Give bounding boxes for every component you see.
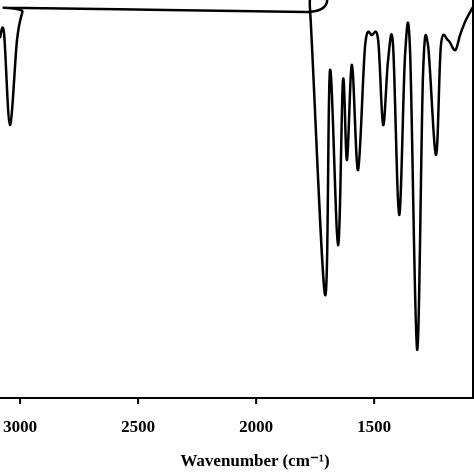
x-axis-label: Wavenumber (cm⁻¹) [180, 451, 329, 470]
x-tick-label: 3000 [3, 417, 37, 436]
x-tick-label: 2000 [239, 417, 273, 436]
spectrum-line [0, 0, 474, 352]
x-tick-label: 1500 [357, 417, 391, 436]
x-tick-label: 2500 [121, 417, 155, 436]
